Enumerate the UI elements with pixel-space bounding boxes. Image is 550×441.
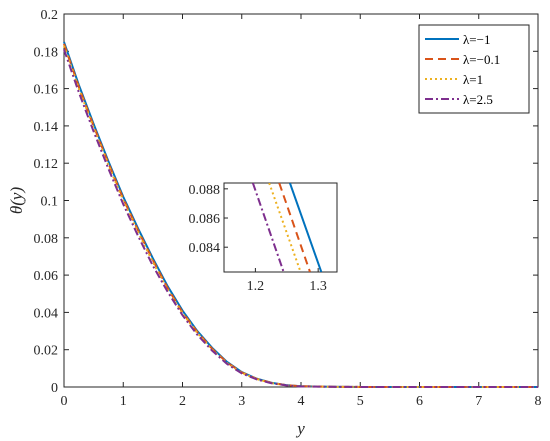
inset-x-tick-label: 1.2 <box>247 279 265 294</box>
y-tick-label: 0.06 <box>34 269 59 284</box>
y-tick-label: 0.02 <box>34 344 59 359</box>
x-tick-label: 0 <box>61 394 68 409</box>
legend-label-3: λ=1 <box>463 72 483 87</box>
series-line-4 <box>63 49 538 388</box>
inset-series-line-2 <box>278 183 311 272</box>
x-axis-label: y <box>295 419 305 438</box>
x-tick-label: 3 <box>238 394 245 409</box>
inset-frame <box>223 182 338 273</box>
legend: λ=−1 λ=−0.1 λ=1 λ=2.5 <box>418 24 530 114</box>
y-tick-label: 0.08 <box>34 232 59 247</box>
y-axis-label: θ(y) <box>7 187 26 215</box>
y-tick-label: 0.12 <box>34 157 59 172</box>
legend-label-1: λ=−1 <box>463 32 490 47</box>
inset-series-line-1 <box>288 183 323 272</box>
x-tick-label: 1 <box>120 394 127 409</box>
x-tick-label: 6 <box>416 394 423 409</box>
y-tick-label: 0 <box>51 381 58 396</box>
y-tick-label: 0.16 <box>34 83 59 98</box>
inset-y-tick-label: 0.086 <box>189 212 221 227</box>
x-tick-label: 4 <box>298 394 305 409</box>
y-tick-label: 0.14 <box>34 120 59 135</box>
x-tick-label: 2 <box>179 394 186 409</box>
y-tick-label: 0.04 <box>34 306 59 321</box>
inset-y-tick-label: 0.088 <box>189 183 221 198</box>
inset-y-tick-label: 0.084 <box>189 241 221 256</box>
inset-plot-area: 1.2 1.3 0.084 0.086 0.088 <box>189 182 338 294</box>
y-tick-label: 0.1 <box>41 195 59 210</box>
y-tick-label: 0.18 <box>34 45 59 60</box>
x-tick-label: 8 <box>535 394 542 409</box>
inset-x-tick-label: 1.3 <box>309 279 327 294</box>
x-tick-label: 7 <box>475 394 482 409</box>
x-tick-label: 5 <box>357 394 364 409</box>
series-line-3 <box>63 45 538 388</box>
inset-series-line-3 <box>268 183 302 272</box>
legend-label-4: λ=2.5 <box>463 92 493 107</box>
legend-label-2: λ=−0.1 <box>463 52 500 67</box>
y-tick-label: 0.2 <box>41 8 59 23</box>
